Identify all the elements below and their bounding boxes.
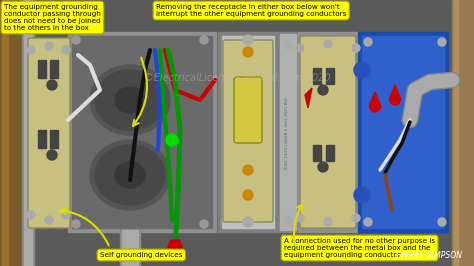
- Circle shape: [243, 47, 253, 57]
- Bar: [278, 32, 298, 232]
- Circle shape: [354, 187, 370, 203]
- Bar: [122, 230, 138, 266]
- Bar: [22, 0, 34, 266]
- Circle shape: [243, 165, 253, 175]
- Ellipse shape: [90, 65, 170, 135]
- FancyBboxPatch shape: [234, 77, 262, 143]
- Circle shape: [284, 41, 292, 49]
- Circle shape: [45, 42, 53, 50]
- Circle shape: [354, 62, 370, 78]
- Ellipse shape: [115, 162, 145, 188]
- Bar: [326, 68, 334, 84]
- Bar: [38, 130, 46, 148]
- Bar: [120, 230, 140, 266]
- Text: JEFFREY SIMPSON: JEFFREY SIMPSON: [394, 251, 462, 260]
- Ellipse shape: [95, 70, 165, 130]
- Ellipse shape: [90, 140, 170, 210]
- Bar: [2, 0, 8, 266]
- Circle shape: [243, 217, 253, 227]
- Circle shape: [324, 218, 332, 226]
- Bar: [24, 0, 32, 266]
- Circle shape: [166, 134, 178, 146]
- Circle shape: [200, 220, 208, 228]
- Bar: [298, 32, 358, 232]
- Circle shape: [364, 218, 372, 226]
- Text: 15A 125V TYPE X ASTM C33/E1-300V: 15A 125V TYPE X ASTM C33/E1-300V: [282, 97, 286, 169]
- Bar: [313, 68, 321, 84]
- Circle shape: [27, 211, 35, 219]
- FancyBboxPatch shape: [28, 38, 70, 228]
- Bar: [326, 145, 334, 161]
- Bar: [222, 36, 274, 228]
- Circle shape: [243, 190, 253, 200]
- Text: ©ElectricalLicenseRenewal.Com 2020: ©ElectricalLicenseRenewal.Com 2020: [144, 73, 330, 83]
- Bar: [452, 0, 474, 266]
- Circle shape: [438, 38, 446, 46]
- Bar: [362, 36, 444, 228]
- Bar: [358, 32, 448, 232]
- Circle shape: [284, 216, 292, 224]
- Circle shape: [364, 38, 372, 46]
- Polygon shape: [305, 88, 312, 108]
- Circle shape: [47, 80, 57, 90]
- Ellipse shape: [95, 145, 165, 205]
- Bar: [68, 32, 216, 232]
- Ellipse shape: [115, 87, 145, 113]
- Circle shape: [47, 150, 57, 160]
- Bar: [313, 145, 321, 161]
- Text: Removing the receptacle in either box below won't
interrupt the other equipment : Removing the receptacle in either box be…: [156, 4, 346, 17]
- Text: The equipment grounding
conductor passing through
does not need to be joined
to : The equipment grounding conductor passin…: [4, 4, 101, 31]
- Circle shape: [72, 36, 80, 44]
- Bar: [50, 60, 58, 78]
- Bar: [218, 32, 278, 232]
- Circle shape: [168, 241, 182, 255]
- Bar: [72, 36, 212, 228]
- Bar: [38, 60, 46, 78]
- Polygon shape: [389, 85, 401, 100]
- Circle shape: [370, 102, 380, 112]
- Circle shape: [62, 46, 70, 54]
- Circle shape: [243, 35, 253, 45]
- FancyBboxPatch shape: [300, 36, 356, 228]
- Circle shape: [318, 85, 328, 95]
- Circle shape: [324, 40, 332, 48]
- Circle shape: [390, 95, 400, 105]
- Circle shape: [296, 44, 304, 52]
- Circle shape: [296, 214, 304, 222]
- Circle shape: [352, 214, 360, 222]
- Circle shape: [318, 162, 328, 172]
- Bar: [50, 130, 58, 148]
- Text: A connection used for no other purpose is
required between the metal box and the: A connection used for no other purpose i…: [284, 238, 435, 258]
- Polygon shape: [170, 240, 180, 255]
- Circle shape: [45, 216, 53, 224]
- FancyBboxPatch shape: [223, 40, 273, 222]
- Circle shape: [200, 36, 208, 44]
- Circle shape: [72, 220, 80, 228]
- Circle shape: [27, 46, 35, 54]
- Bar: [0, 0, 22, 266]
- Circle shape: [438, 218, 446, 226]
- Bar: [280, 34, 296, 230]
- Polygon shape: [369, 92, 381, 107]
- Circle shape: [62, 211, 70, 219]
- Bar: [454, 0, 458, 266]
- Circle shape: [352, 44, 360, 52]
- Text: Self grounding devices: Self grounding devices: [100, 252, 182, 258]
